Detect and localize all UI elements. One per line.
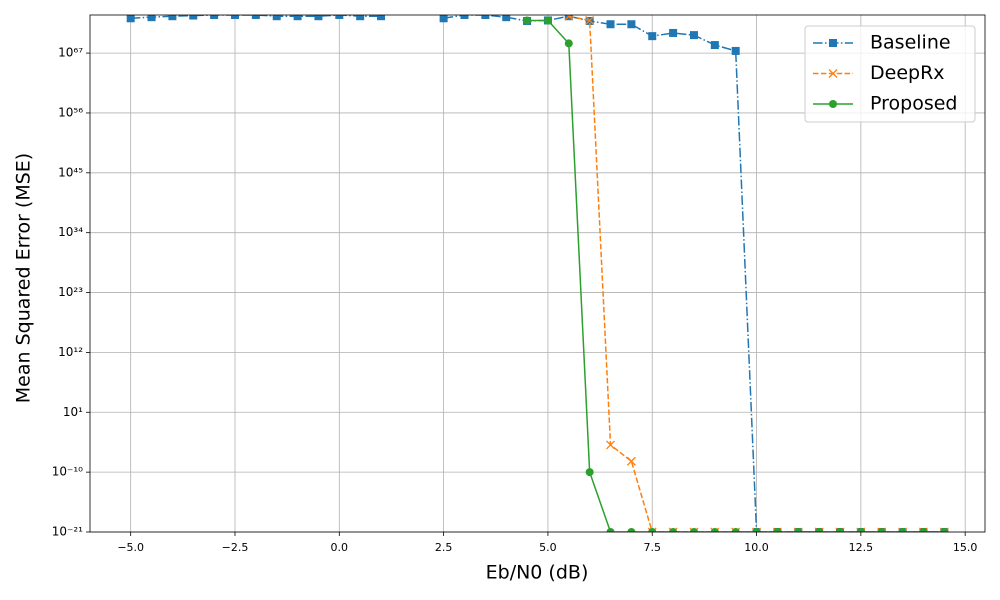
marker xyxy=(523,16,532,25)
legend-label: Baseline xyxy=(870,32,951,54)
marker xyxy=(314,15,323,21)
y-tick-label: 10⁻¹⁰ xyxy=(52,465,83,479)
marker xyxy=(669,528,678,532)
marker xyxy=(669,28,678,37)
marker xyxy=(168,15,177,21)
x-tick-label: −2.5 xyxy=(222,541,249,554)
marker xyxy=(564,39,573,48)
y-tick-label: 10⁴⁵ xyxy=(58,165,83,179)
marker xyxy=(543,16,552,25)
marker xyxy=(585,468,594,477)
marker xyxy=(877,528,886,532)
marker xyxy=(606,528,615,532)
x-tick-label: 5.0 xyxy=(539,541,557,554)
marker xyxy=(648,528,657,532)
marker xyxy=(919,528,928,532)
ticks: −5.0 −2.5 0.0 2.5 5.0 7.5 10.0 12.5 15.0 10⁻²¹ 10⁻… xyxy=(52,46,978,554)
marker xyxy=(648,32,657,41)
marker xyxy=(898,528,907,532)
x-tick-label: −5.0 xyxy=(117,541,144,554)
marker xyxy=(627,528,636,532)
marker xyxy=(627,20,636,29)
marker xyxy=(210,15,219,19)
marker xyxy=(829,100,837,108)
y-axis-label: Mean Squared Error (MSE) xyxy=(13,153,35,403)
marker xyxy=(481,15,490,19)
marker xyxy=(460,15,469,19)
marker xyxy=(752,528,761,532)
marker xyxy=(293,15,302,21)
x-tick-label: 2.5 xyxy=(435,541,453,554)
x-tick-label: 10.0 xyxy=(744,541,769,554)
marker xyxy=(731,528,740,532)
marker xyxy=(731,46,740,55)
marker xyxy=(585,15,595,25)
y-tick-label: 10⁶⁷ xyxy=(58,46,83,60)
marker xyxy=(773,528,782,532)
x-tick-label: 0.0 xyxy=(331,541,349,554)
marker xyxy=(856,528,865,532)
y-tick-label: 10⁵⁶ xyxy=(58,105,83,119)
axes-frame xyxy=(89,14,986,533)
marker xyxy=(606,440,615,450)
marker xyxy=(251,15,260,19)
marker xyxy=(815,528,824,532)
marker xyxy=(439,15,448,23)
marker xyxy=(710,528,719,532)
marker xyxy=(710,41,719,50)
marker xyxy=(794,528,803,532)
y-tick-label: 10³⁴ xyxy=(58,225,83,239)
legend-label: DeepRx xyxy=(870,62,945,84)
marker xyxy=(502,15,511,22)
series-line xyxy=(527,19,945,532)
marker xyxy=(126,15,135,23)
legend-label: Proposed xyxy=(870,93,957,115)
marker xyxy=(606,20,615,29)
x-tick-label: 15.0 xyxy=(953,541,978,554)
x-axis-label: Eb/N0 (dB) xyxy=(486,562,589,584)
marker xyxy=(356,15,365,21)
marker xyxy=(689,528,698,532)
marker xyxy=(689,31,698,40)
legend-box xyxy=(804,25,976,123)
marker xyxy=(564,15,574,21)
y-tick-label: 10¹² xyxy=(58,345,83,359)
marker xyxy=(836,528,845,532)
marker xyxy=(829,39,837,47)
marker xyxy=(272,15,281,21)
marker xyxy=(335,15,344,19)
x-tick-label: 12.5 xyxy=(849,541,874,554)
y-tick-label: 10²³ xyxy=(58,285,83,299)
plot-area xyxy=(126,15,949,532)
marker xyxy=(377,15,386,21)
marker xyxy=(626,456,636,466)
marker xyxy=(230,15,239,19)
marker xyxy=(828,69,838,78)
x-tick-label: 7.5 xyxy=(643,541,661,554)
marker xyxy=(147,15,156,22)
marker xyxy=(564,15,573,21)
y-tick-label: 10⁻²¹ xyxy=(52,525,83,539)
legend: Baseline DeepRx Proposed xyxy=(804,25,976,123)
y-tick-label: 10¹ xyxy=(63,405,83,419)
marker xyxy=(940,528,949,532)
marker xyxy=(189,15,198,20)
